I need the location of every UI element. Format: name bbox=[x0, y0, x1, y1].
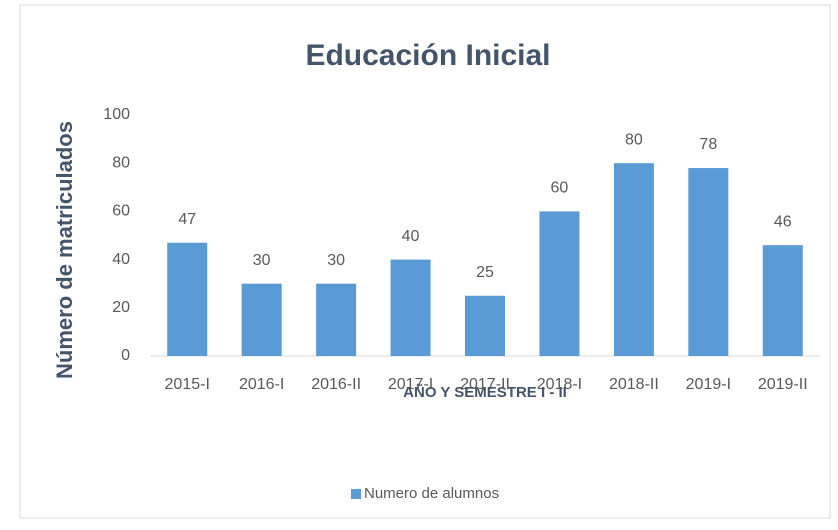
bar bbox=[539, 211, 580, 356]
value-label: 25 bbox=[476, 264, 494, 281]
x-tick-label: 2017-II bbox=[460, 376, 510, 393]
chart-title: Educación Inicial bbox=[305, 39, 550, 72]
bar bbox=[390, 259, 431, 356]
x-axis-label: AÑO Y SEMESTRE I - II bbox=[403, 383, 567, 401]
x-tick-label: 2018-II bbox=[609, 376, 659, 393]
value-label: 47 bbox=[178, 211, 196, 228]
bar bbox=[167, 242, 208, 356]
bar bbox=[688, 168, 729, 356]
bar bbox=[613, 163, 654, 356]
y-tick-label: 0 bbox=[121, 347, 130, 364]
y-tick-label: 60 bbox=[112, 203, 130, 220]
x-tick-label: 2019-II bbox=[758, 376, 808, 393]
y-tick-label: 40 bbox=[112, 251, 130, 268]
x-tick-label: 2015-I bbox=[165, 376, 210, 393]
x-tick-label: 2019-I bbox=[686, 376, 731, 393]
y-axis-label: Número de matriculados bbox=[52, 121, 77, 379]
y-tick-label: 20 bbox=[112, 299, 130, 316]
value-label: 30 bbox=[327, 252, 345, 269]
bar bbox=[316, 283, 357, 356]
y-tick-label: 80 bbox=[112, 154, 130, 171]
legend-swatch bbox=[351, 489, 361, 499]
x-tick-label: 2016-I bbox=[239, 376, 284, 393]
value-label: 78 bbox=[699, 136, 717, 153]
value-label: 80 bbox=[625, 131, 643, 148]
legend-label: Numero de alumnos bbox=[364, 485, 499, 502]
y-tick-label: 100 bbox=[103, 106, 130, 123]
x-tick-label: 2016-II bbox=[311, 376, 361, 393]
x-tick-label: 2017-I bbox=[388, 376, 433, 393]
value-label: 40 bbox=[402, 228, 420, 245]
bar bbox=[465, 295, 505, 356]
value-label: 60 bbox=[551, 180, 569, 197]
bar bbox=[762, 245, 803, 356]
bar bbox=[241, 283, 282, 356]
x-tick-label: 2018-I bbox=[537, 376, 582, 393]
value-label: 46 bbox=[774, 213, 792, 230]
value-label: 30 bbox=[253, 252, 271, 269]
